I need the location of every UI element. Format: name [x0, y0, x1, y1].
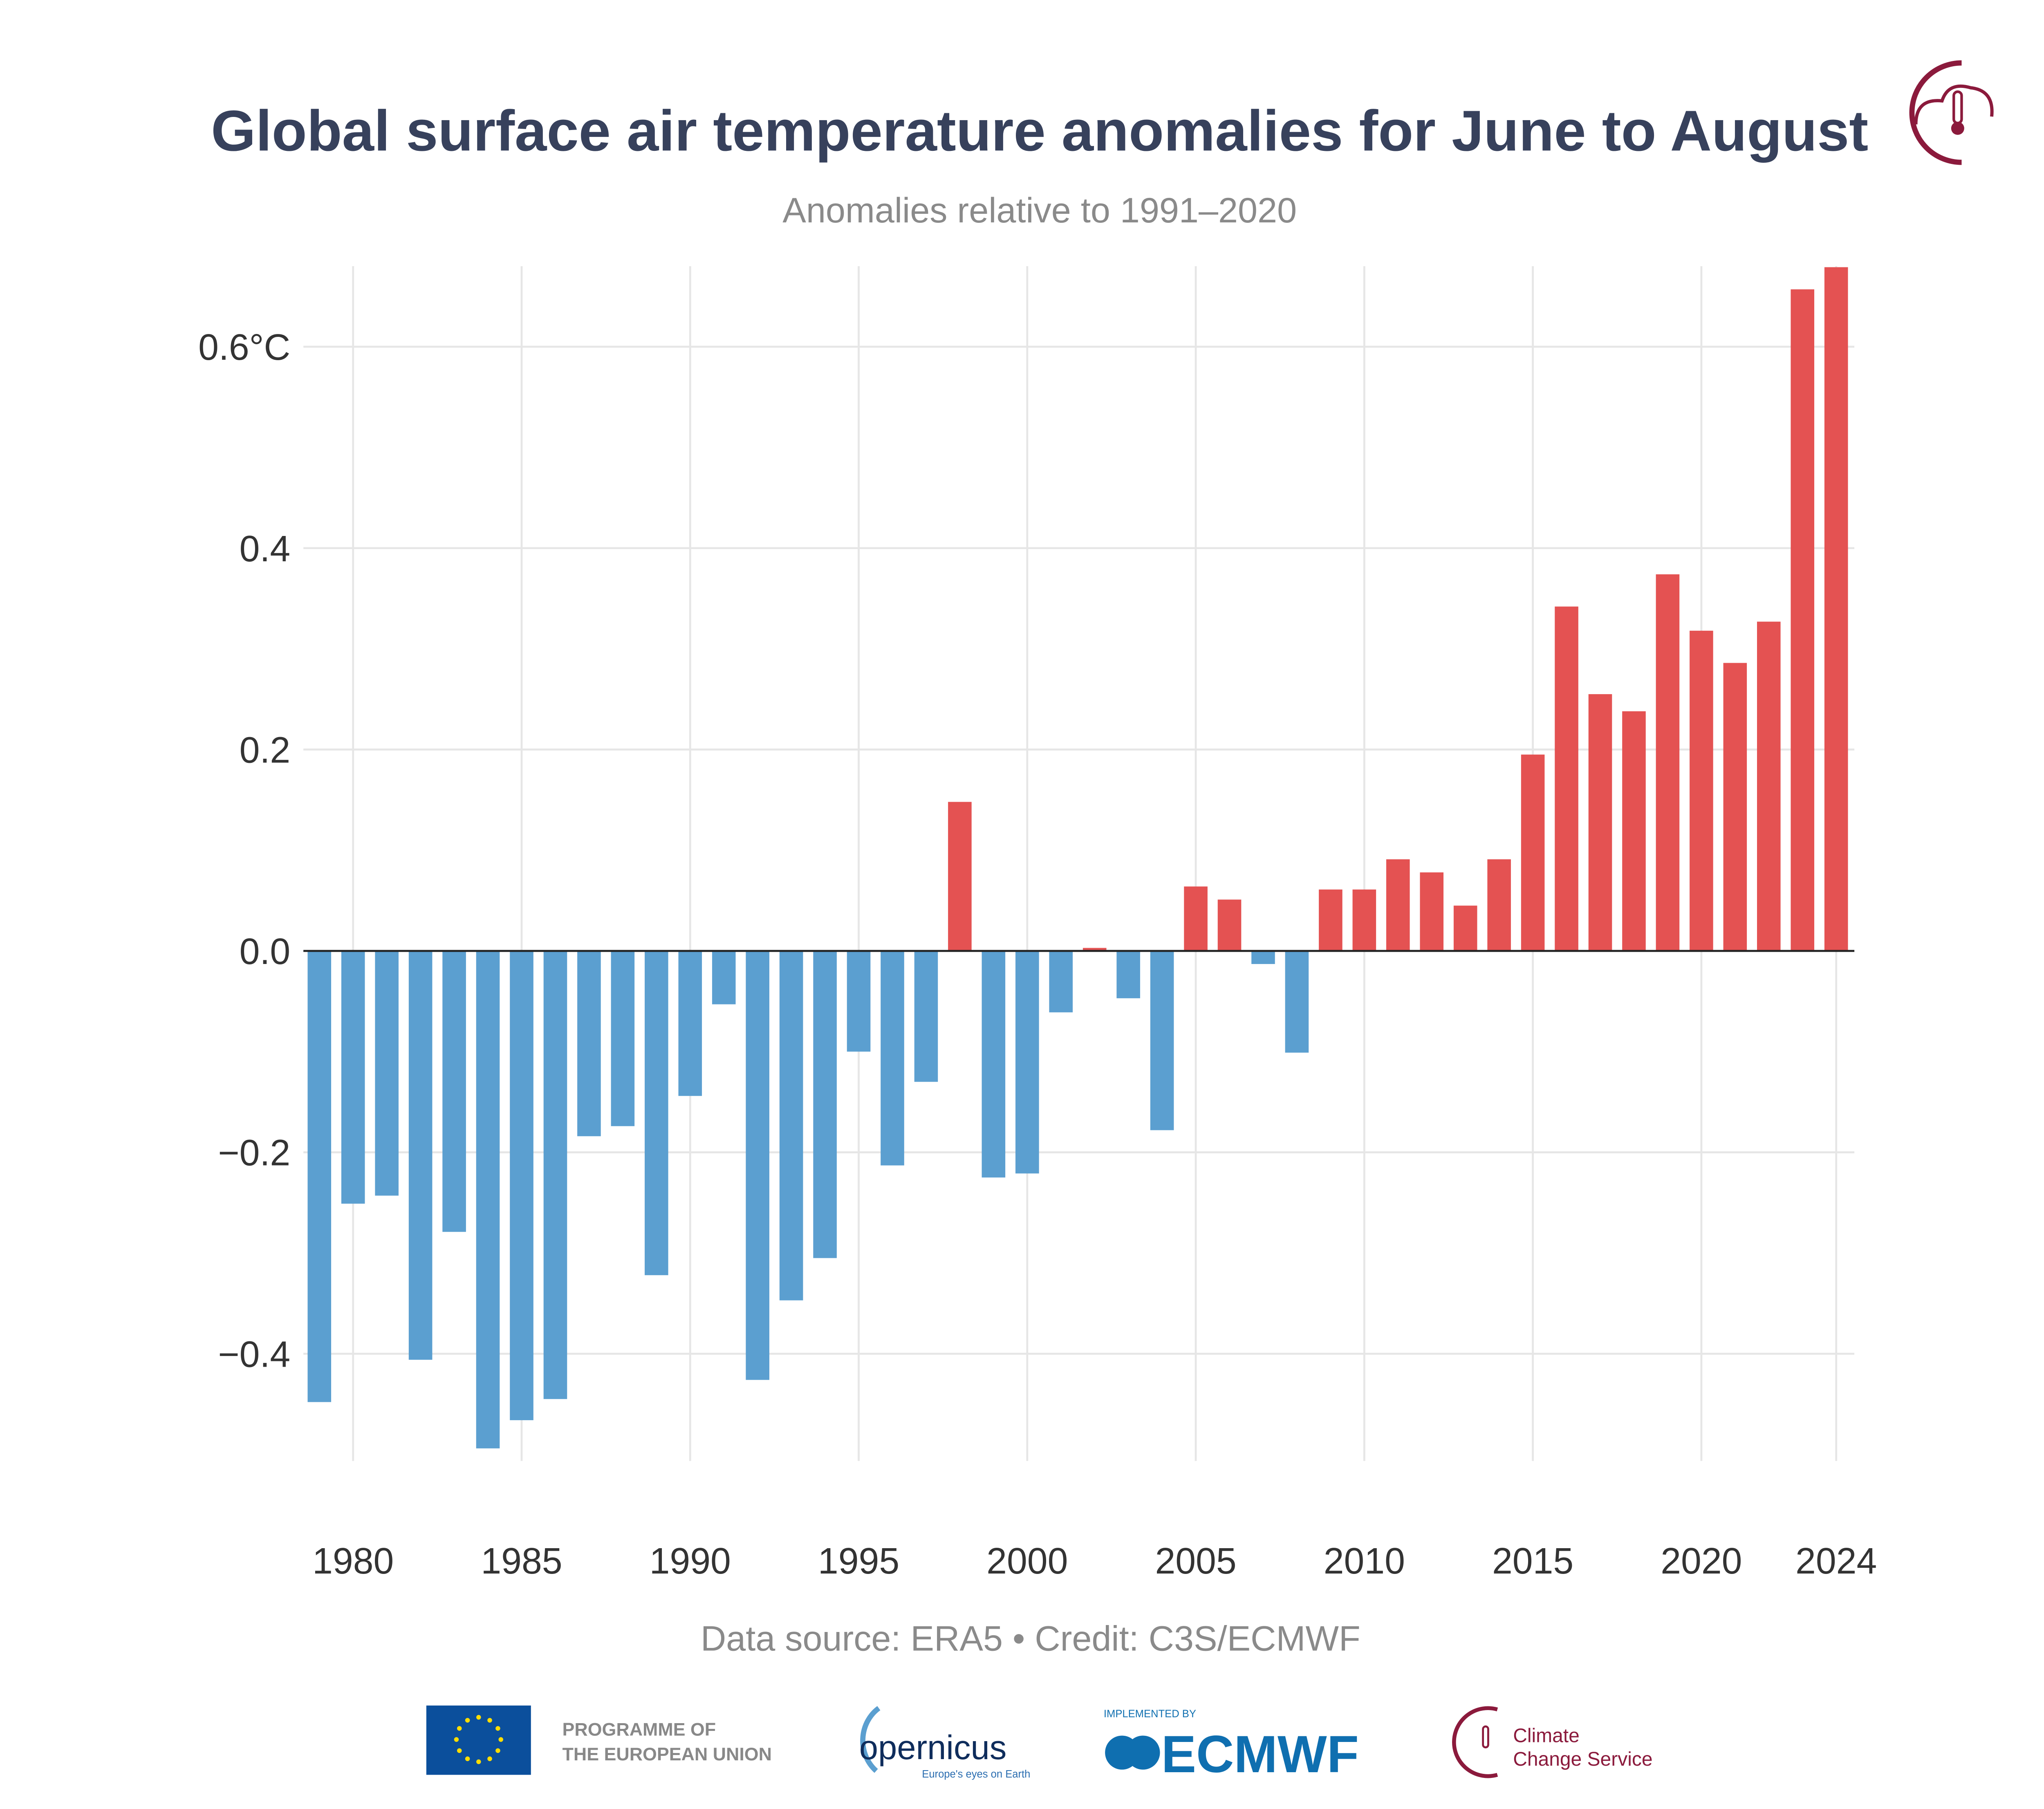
bar-1981 [375, 951, 399, 1196]
bar-2013 [1453, 906, 1477, 951]
bar-1983 [442, 951, 466, 1232]
bar-2017 [1588, 694, 1612, 951]
bar-1987 [577, 951, 601, 1137]
eu-star-icon [487, 1718, 492, 1723]
x-tick-label: 1995 [818, 1540, 899, 1581]
grid [303, 266, 1855, 1461]
bar-1993 [779, 951, 803, 1300]
bar-2000 [1015, 951, 1039, 1174]
bar-1982 [408, 951, 433, 1360]
y-axis: −0.4 −0.2 0.0 0.2 0.4 0.6°C [198, 327, 290, 1374]
bar-2014 [1487, 859, 1511, 951]
bar-2012 [1420, 872, 1444, 951]
eu-star-icon [476, 1715, 481, 1720]
x-axis: 1980 1985 1990 1995 2000 2005 2010 2015 2020 2024 [312, 1540, 1877, 1581]
bar-2016 [1555, 606, 1578, 951]
bar-2005 [1184, 886, 1208, 951]
bar-1997 [914, 951, 938, 1082]
eu-star-icon [465, 1718, 470, 1723]
eu-star-icon [498, 1737, 503, 1742]
copernicus-text: opernicus [859, 1728, 1007, 1766]
credit-text: Data source: ERA5 • Credit: C3S/ECMWF [701, 1619, 1360, 1659]
bar-1991 [712, 951, 736, 1004]
bar-2022 [1757, 621, 1781, 951]
bar-1998 [948, 802, 972, 951]
chart-subtitle: Anomalies relative to 1991–2020 [782, 191, 1297, 230]
bar-1984 [476, 951, 500, 1448]
ecmwf-implemented: IMPLEMENTED BY [1104, 1708, 1196, 1720]
bar-2010 [1352, 889, 1376, 951]
bar-2015 [1521, 754, 1545, 951]
copernicus-tagline: Europe's eyes on Earth [922, 1769, 1030, 1780]
eu-star-icon [454, 1737, 459, 1742]
bar-2003 [1116, 951, 1140, 998]
bar-2018 [1622, 711, 1646, 951]
bar-1980 [341, 951, 365, 1204]
x-tick-label: 2020 [1661, 1540, 1742, 1581]
bar-2009 [1319, 889, 1342, 951]
bar-2019 [1656, 574, 1680, 951]
bar-2006 [1217, 899, 1242, 951]
c3s-text-1: Climate [1513, 1725, 1580, 1746]
x-tick-label: 1985 [481, 1540, 562, 1581]
bar-1985 [510, 951, 533, 1420]
eu-star-icon [495, 1726, 500, 1731]
y-tick-label: −0.4 [218, 1334, 290, 1374]
bar-1996 [881, 951, 904, 1166]
eu-star-icon [487, 1756, 492, 1761]
bar-2021 [1723, 663, 1747, 951]
bar-2004 [1150, 951, 1174, 1130]
y-tick-label: 0.2 [240, 729, 291, 770]
bar-2020 [1690, 630, 1713, 951]
c3s-text-2: Change Service [1513, 1748, 1652, 1770]
bar-1979 [307, 951, 332, 1402]
y-tick-label: 0.4 [240, 528, 291, 569]
eu-text-1: PROGRAMME OF [563, 1719, 716, 1740]
ecmwf-logo: IMPLEMENTED BY ECMWF [1104, 1708, 1359, 1784]
bar-1999 [982, 951, 1006, 1178]
bar-1986 [543, 951, 567, 1399]
c3s-logo: Climate Change Service [1452, 1706, 1653, 1778]
bar-2008 [1285, 951, 1309, 1053]
x-tick-label: 2024 [1795, 1540, 1877, 1581]
y-tick-label: 0.6°C [198, 327, 290, 368]
y-tick-label: 0.0 [240, 931, 291, 972]
bars [307, 267, 1848, 1448]
bar-1995 [847, 951, 871, 1052]
eu-star-icon [476, 1759, 481, 1764]
chart-title: Global surface air temperature anomalies… [211, 99, 1868, 163]
bar-1992 [746, 951, 769, 1380]
eu-star-icon [465, 1756, 470, 1761]
eu-star-icon [457, 1726, 462, 1731]
x-tick-label: 1990 [650, 1540, 731, 1581]
x-tick-label: 2005 [1155, 1540, 1236, 1581]
x-tick-label: 1980 [312, 1540, 394, 1581]
bar-1994 [813, 951, 837, 1258]
bar-1989 [645, 951, 668, 1275]
c3s-logo-top [1909, 60, 1994, 165]
eu-logo: PROGRAMME OF THE EUROPEAN UNION [426, 1705, 772, 1775]
x-tick-label: 2000 [986, 1540, 1068, 1581]
eu-text-2: THE EUROPEAN UNION [563, 1744, 772, 1764]
bar-2024 [1824, 267, 1848, 951]
copernicus-logo: opernicus Europe's eyes on Earth [859, 1706, 1030, 1780]
ecmwf-text: ECMWF [1161, 1725, 1359, 1784]
bar-2001 [1049, 951, 1073, 1013]
bar-2007 [1251, 951, 1275, 964]
x-tick-label: 2010 [1324, 1540, 1405, 1581]
bar-1988 [611, 951, 635, 1126]
eu-star-icon [457, 1748, 462, 1753]
x-tick-label: 2015 [1492, 1540, 1573, 1581]
bar-2002 [1083, 948, 1107, 951]
bar-2023 [1791, 289, 1815, 951]
bar-2011 [1386, 859, 1410, 951]
bar-1990 [678, 951, 702, 1096]
eu-star-icon [495, 1748, 500, 1753]
y-tick-label: −0.2 [218, 1132, 290, 1173]
